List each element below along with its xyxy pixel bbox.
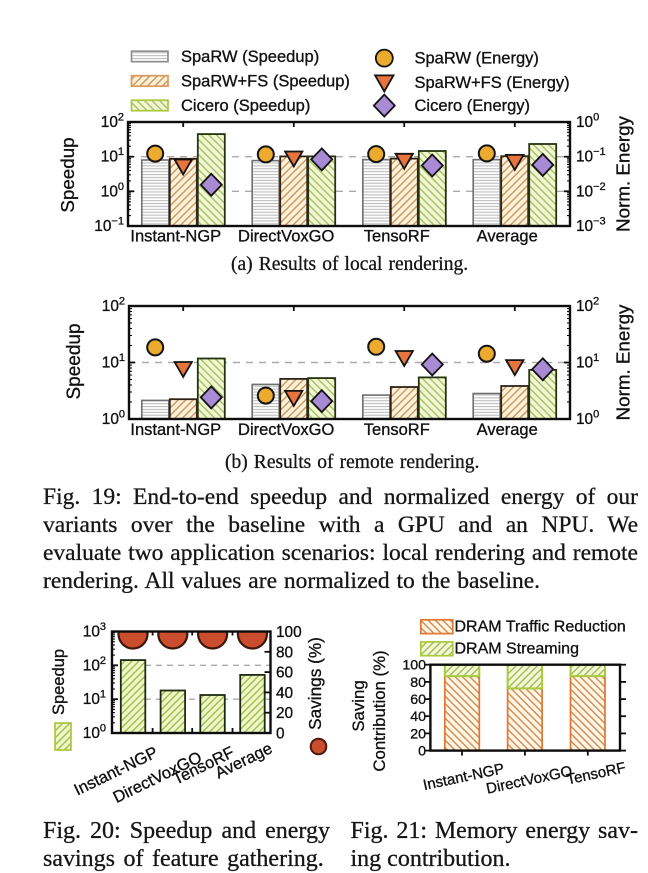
svg-text:101: 101	[101, 146, 124, 166]
svg-text:80: 80	[276, 644, 293, 661]
svg-text:Speedup: Speedup	[57, 137, 78, 212]
svg-text:60: 60	[410, 692, 426, 708]
svg-text:Speedup: Speedup	[64, 323, 85, 399]
svg-text:Savings (%): Savings (%)	[305, 637, 325, 730]
svg-text:SpaRW (Speedup): SpaRW (Speedup)	[181, 48, 319, 66]
svg-text:10−1: 10−1	[576, 146, 606, 166]
svg-text:0: 0	[276, 726, 285, 743]
svg-text:Average: Average	[477, 228, 538, 246]
svg-text:SpaRW+FS (Speedup): SpaRW+FS (Speedup)	[181, 73, 350, 91]
svg-text:10−1: 10−1	[94, 216, 124, 236]
svg-text:100: 100	[276, 624, 302, 641]
svg-text:103: 103	[83, 621, 106, 641]
svg-text:102: 102	[83, 655, 106, 675]
svg-text:DirectVoxGO: DirectVoxGO	[238, 228, 334, 246]
svg-text:TensoRF: TensoRF	[565, 759, 627, 788]
svg-text:20: 20	[410, 726, 426, 742]
svg-text:101: 101	[102, 352, 125, 372]
svg-text:Saving: Saving	[349, 680, 368, 731]
svg-text:Speedup: Speedup	[50, 649, 68, 715]
svg-text:10−2: 10−2	[576, 181, 606, 201]
svg-text:Instant-NGP: Instant-NGP	[130, 228, 221, 246]
svg-text:10−3: 10−3	[576, 216, 606, 236]
svg-text:102: 102	[576, 296, 599, 316]
svg-text:100: 100	[102, 409, 125, 429]
svg-text:60: 60	[276, 665, 293, 682]
svg-text:SpaRW (Energy): SpaRW (Energy)	[415, 50, 539, 68]
svg-text:SpaRW+FS (Energy): SpaRW+FS (Energy)	[415, 74, 570, 92]
svg-text:20: 20	[276, 705, 293, 722]
svg-text:DirectVoxGO: DirectVoxGO	[238, 421, 334, 439]
svg-text:Contribution (%): Contribution (%)	[370, 650, 389, 771]
svg-text:102: 102	[102, 296, 125, 316]
svg-text:TensoRF: TensoRF	[364, 228, 430, 246]
svg-text:100: 100	[83, 723, 106, 743]
svg-text:100: 100	[576, 112, 599, 132]
svg-text:Cicero (Speedup): Cicero (Speedup)	[181, 97, 310, 115]
svg-text:Average: Average	[477, 421, 538, 439]
svg-text:102: 102	[101, 112, 124, 132]
svg-text:100: 100	[402, 658, 426, 674]
svg-text:Norm. Energy: Norm. Energy	[613, 115, 634, 231]
svg-text:100: 100	[576, 409, 599, 429]
svg-text:101: 101	[83, 689, 106, 709]
svg-text:40: 40	[276, 685, 293, 702]
svg-text:DRAM Traffic Reduction: DRAM Traffic Reduction	[455, 619, 626, 636]
svg-text:101: 101	[576, 352, 599, 372]
svg-text:40: 40	[410, 709, 426, 725]
svg-text:0: 0	[418, 744, 426, 760]
svg-text:Norm. Energy: Norm. Energy	[613, 304, 634, 420]
svg-text:TensoRF: TensoRF	[364, 421, 430, 439]
svg-text:Cicero (Energy): Cicero (Energy)	[415, 97, 531, 115]
svg-text:80: 80	[410, 675, 426, 691]
svg-text:Average: Average	[212, 739, 275, 782]
svg-text:100: 100	[101, 181, 124, 201]
svg-text:DRAM Streaming: DRAM Streaming	[455, 641, 579, 658]
svg-text:Instant-NGP: Instant-NGP	[130, 421, 221, 439]
